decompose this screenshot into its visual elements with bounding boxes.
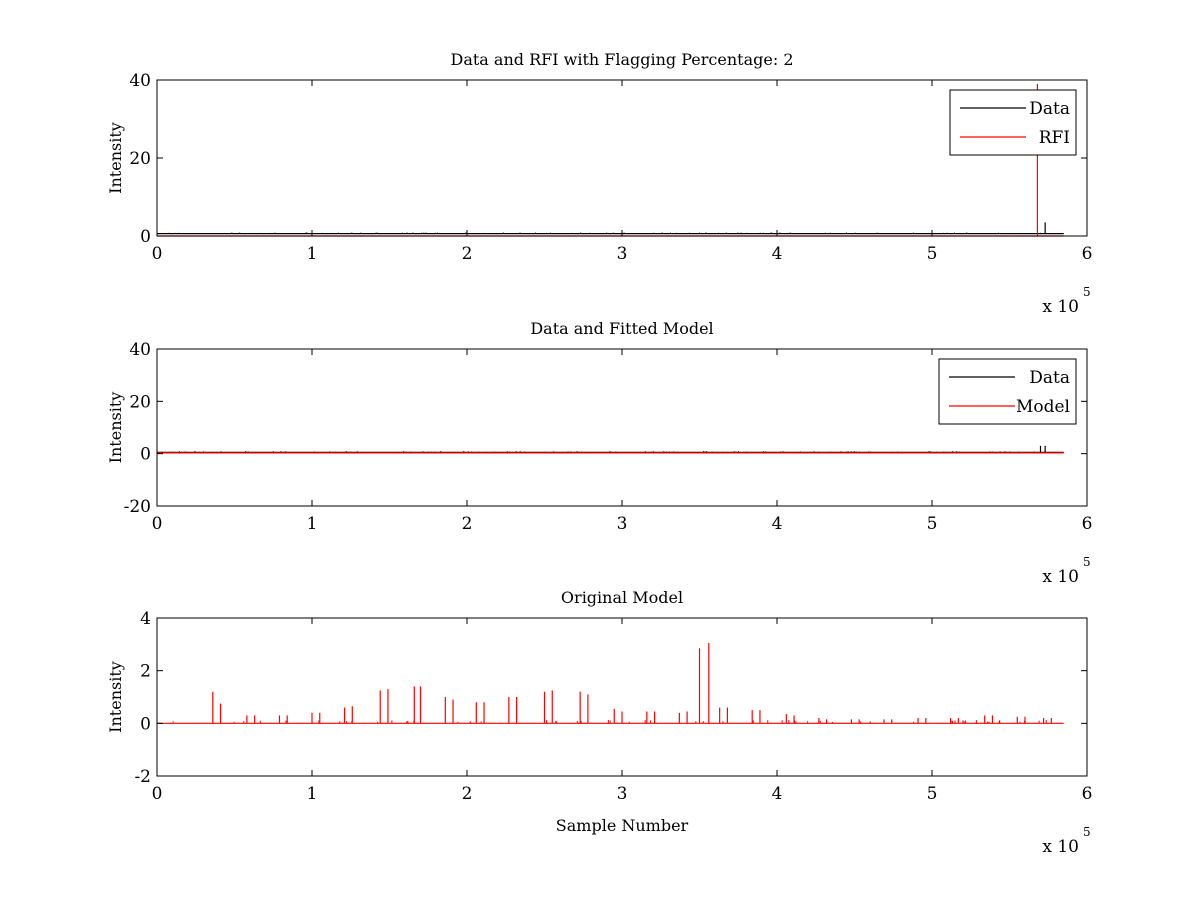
y-tick-label: 40 bbox=[129, 71, 151, 91]
legend-label: Model bbox=[1016, 397, 1070, 417]
series-model-3 bbox=[157, 643, 1064, 724]
legend-label: Data bbox=[1029, 99, 1070, 119]
x-multiplier-exponent: 5 bbox=[1083, 825, 1091, 839]
x-multiplier: x 10 bbox=[1042, 837, 1079, 857]
x-tick-label: 2 bbox=[462, 784, 473, 804]
y-tick-label: 0 bbox=[140, 445, 151, 465]
x-tick-label: 3 bbox=[617, 244, 628, 264]
legend-label: RFI bbox=[1039, 128, 1070, 148]
y-tick-label: 20 bbox=[129, 149, 151, 169]
y-axis-label: Intensity bbox=[106, 392, 125, 464]
x-multiplier-exponent: 5 bbox=[1083, 555, 1091, 569]
series-rfi-1 bbox=[157, 83, 1064, 237]
x-tick-label: 5 bbox=[927, 244, 938, 264]
y-tick-label: 2 bbox=[140, 662, 151, 682]
series-data-1 bbox=[157, 222, 1064, 235]
x-multiplier-exponent: 5 bbox=[1083, 285, 1091, 299]
y-tick-label: -20 bbox=[124, 497, 151, 517]
x-tick-label: 6 bbox=[1082, 784, 1093, 804]
data-noise bbox=[164, 232, 1022, 234]
chart-title: Data and RFI with Flagging Percentage: 2 bbox=[450, 50, 793, 69]
y-tick-label: 0 bbox=[140, 227, 151, 247]
axes-frame bbox=[156, 617, 1088, 777]
axes-frame bbox=[156, 79, 1088, 237]
x-tick-label: 4 bbox=[772, 514, 783, 534]
y-tick-label: 20 bbox=[129, 392, 151, 412]
x-tick-label: 0 bbox=[152, 784, 163, 804]
model-minor-peaks bbox=[172, 719, 1047, 724]
y-tick-label: 40 bbox=[129, 340, 151, 360]
x-tick-label: 1 bbox=[307, 244, 318, 264]
x-tick-label: 2 bbox=[462, 244, 473, 264]
legend: Data RFI bbox=[949, 89, 1077, 156]
legend: Data Model bbox=[938, 358, 1077, 425]
x-tick-label: 0 bbox=[152, 244, 163, 264]
y-axis-label: Intensity bbox=[106, 122, 125, 194]
x-tick-label: 6 bbox=[1082, 514, 1093, 534]
x-axis-label: Sample Number bbox=[556, 816, 689, 835]
x-tick-label: 3 bbox=[617, 514, 628, 534]
x-tick-label: 0 bbox=[152, 514, 163, 534]
series-data-2 bbox=[157, 445, 1064, 453]
x-tick-label: 3 bbox=[617, 784, 628, 804]
x-tick-label: 2 bbox=[462, 514, 473, 534]
y-tick-label: 0 bbox=[140, 714, 151, 734]
x-multiplier: x 10 bbox=[1042, 297, 1079, 317]
x-tick-label: 4 bbox=[772, 244, 783, 264]
subplot-1: 0 1 2 3 4 5 6 0 20 40 Data and RFI with Flagging P… bbox=[106, 50, 1092, 317]
y-tick-label: -2 bbox=[134, 767, 151, 787]
x-tick-label: 1 bbox=[307, 514, 318, 534]
chart-title: Original Model bbox=[561, 588, 683, 607]
x-multiplier: x 10 bbox=[1042, 567, 1079, 587]
y-axis-label: Intensity bbox=[106, 661, 125, 733]
legend-label: Data bbox=[1029, 368, 1070, 388]
data-noise bbox=[161, 451, 1020, 453]
y-tick-label: 4 bbox=[140, 609, 151, 629]
x-tick-label: 5 bbox=[927, 514, 938, 534]
x-tick-label: 5 bbox=[927, 784, 938, 804]
chart-title: Data and Fitted Model bbox=[530, 319, 713, 338]
x-tick-label: 6 bbox=[1082, 244, 1093, 264]
x-tick-label: 1 bbox=[307, 784, 318, 804]
x-tick-label: 4 bbox=[772, 784, 783, 804]
